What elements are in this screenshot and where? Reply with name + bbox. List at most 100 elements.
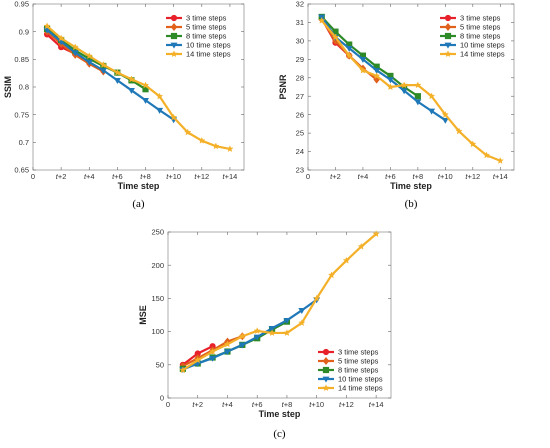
series-line: [46, 29, 175, 121]
data-point: [113, 78, 121, 84]
x-tick-label: t+2: [56, 172, 67, 181]
x-tick-label: t+10: [438, 172, 453, 181]
x-tick-label: t+6: [112, 172, 123, 181]
data-point: [226, 145, 234, 152]
legend-label: 3 time steps: [186, 14, 227, 23]
x-tick-label: t+12: [194, 172, 209, 181]
data-point: [141, 81, 150, 89]
x-tick-label: t+10: [166, 172, 181, 181]
plot-area: [167, 231, 392, 399]
data-point: [194, 356, 202, 364]
data-point: [253, 327, 261, 334]
data-point: [238, 342, 246, 349]
chart-a: 0.65 0.7 0.75 0.8 0.85 0.9 0.95 0 t+2 t+4 t+6 t+8 t+…: [3, 0, 245, 210]
legend-label: 3 time steps: [338, 348, 379, 357]
data-point: [268, 329, 276, 336]
x-tick-label: t+8: [282, 400, 293, 409]
data-point: [342, 256, 350, 264]
data-point: [345, 45, 353, 52]
series-line: [46, 25, 231, 151]
x-tick-label: t+10: [309, 400, 324, 409]
legend-label: 8 time steps: [338, 366, 379, 375]
y-axis-label: MSE: [138, 305, 148, 325]
y-tick-label: 0.65: [14, 166, 29, 175]
data-point: [313, 294, 321, 302]
y-tick-label: 0.75: [14, 110, 29, 119]
data-point: [400, 88, 408, 95]
data-point: [212, 142, 220, 150]
figure-caption: (a): [132, 198, 145, 210]
x-tick-label: t+4: [358, 172, 369, 181]
x-tick-label: t+14: [369, 400, 384, 409]
data-point: [85, 59, 93, 66]
legend-label: 14 time steps: [338, 384, 383, 393]
data-point: [359, 66, 367, 74]
legend-marker: [170, 42, 178, 49]
legend-marker: [170, 23, 178, 31]
y-tick-label: 25: [296, 129, 304, 138]
data-point: [298, 308, 306, 314]
legend-marker: [170, 32, 178, 40]
legend-label: 5 time steps: [460, 23, 501, 32]
data-point: [268, 325, 276, 332]
data-point: [469, 140, 477, 148]
x-tick-label: t+6: [385, 172, 396, 181]
legend-label: 5 time steps: [186, 23, 227, 32]
x-tick-label: t+12: [465, 172, 480, 181]
data-point: [179, 366, 187, 374]
data-point: [345, 51, 353, 59]
x-axis-label: Time step: [390, 181, 432, 191]
y-tick-label: 0.8: [19, 83, 29, 92]
legend-label: 14 time steps: [460, 50, 505, 59]
data-point: [142, 97, 150, 104]
x-tick-label: t+6: [252, 400, 263, 409]
y-tick-label: 0: [160, 394, 164, 403]
data-point: [455, 127, 463, 135]
data-point: [170, 113, 178, 121]
y-tick-label: 250: [151, 228, 164, 237]
data-point: [298, 319, 306, 326]
data-point: [441, 110, 449, 118]
data-point: [43, 22, 51, 30]
data-point: [71, 43, 79, 51]
y-tick-label: 28: [296, 73, 304, 82]
legend-label: 3 time steps: [460, 14, 501, 23]
legend-label: 8 time steps: [460, 32, 501, 41]
y-tick-label: 0.7: [19, 138, 29, 147]
x-tick-label: 0: [306, 172, 310, 181]
legend-marker: [322, 384, 330, 392]
legend-label: 10 time steps: [338, 375, 383, 384]
legend-marker: [444, 14, 452, 22]
x-tick-label: t+2: [192, 400, 203, 409]
data-point: [414, 93, 421, 100]
data-point: [43, 27, 51, 34]
x-tick-label: t+4: [84, 172, 95, 181]
x-tick-label: t+8: [140, 172, 151, 181]
data-point: [386, 83, 394, 91]
y-tick-label: 0.85: [14, 55, 29, 64]
data-point: [156, 92, 164, 100]
y-tick-label: 0.9: [19, 27, 29, 36]
data-point: [414, 81, 422, 89]
y-tick-label: 32: [296, 0, 304, 9]
data-point: [482, 151, 491, 159]
x-tick-label: t+8: [413, 172, 424, 181]
data-point: [359, 57, 367, 63]
plot-area: [307, 3, 515, 171]
y-tick-label: 0.95: [14, 0, 29, 9]
y-tick-label: 31: [296, 18, 304, 27]
data-point: [127, 75, 136, 83]
y-axis-label: SSIM: [3, 76, 13, 98]
legend-marker: [170, 14, 178, 22]
data-point: [327, 271, 336, 279]
data-point: [57, 34, 65, 42]
data-point: [71, 50, 79, 57]
data-point: [184, 128, 192, 136]
legend-label: 10 time steps: [460, 41, 505, 50]
x-tick-label: 0: [166, 400, 170, 409]
y-tick-label: 23: [296, 166, 304, 175]
data-point: [283, 317, 291, 324]
y-tick-label: 200: [151, 261, 164, 270]
